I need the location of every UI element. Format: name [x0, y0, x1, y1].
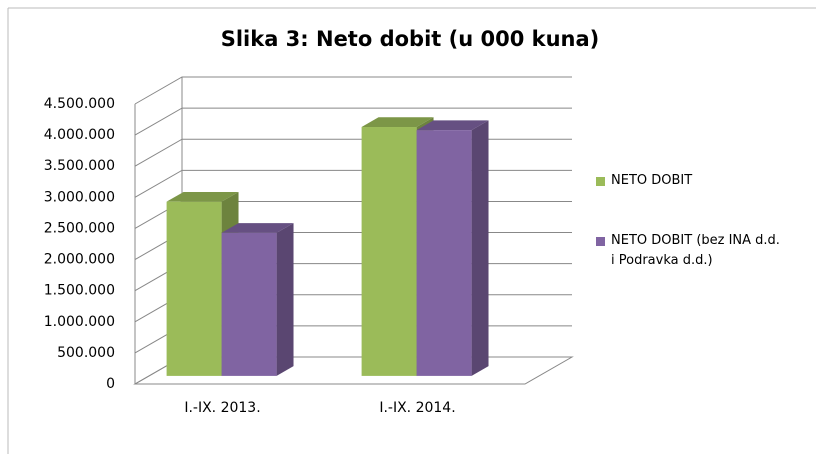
bar [416, 130, 472, 376]
legend-swatch [596, 237, 605, 246]
x-tick-label: I.-IX. 2014. [379, 400, 455, 416]
bar-top [361, 117, 434, 128]
legend-label: NETO DOBIT (bez INA d.d. i Podravka d.d.… [611, 233, 780, 268]
x-tick-label: I.-IX. 2013. [184, 400, 260, 416]
bar [166, 201, 222, 376]
bar-side [471, 120, 489, 376]
y-tick-label: 3.500.000 [44, 158, 115, 174]
chart-title: Slika 3: Neto dobit (u 000 kuna) [221, 27, 600, 51]
legend-label: NETO DOBIT [611, 173, 693, 188]
bar-top [221, 223, 294, 233]
bar-top [416, 120, 489, 131]
y-tick-label: 3.000.000 [44, 189, 115, 205]
legend-swatch [596, 177, 605, 186]
y-tick-label: 2.000.000 [44, 252, 115, 268]
y-tick-label: 4.000.000 [44, 127, 115, 143]
y-tick-label: 1.500.000 [44, 283, 115, 299]
bar-side [276, 223, 294, 376]
y-tick-label: 500.000 [57, 345, 115, 361]
grid-line [134, 76, 572, 105]
bar-top [166, 191, 239, 202]
grid-line [134, 138, 572, 167]
y-tick-label: 4.500.000 [44, 96, 115, 112]
bar [221, 232, 277, 376]
y-tick-label: 2.500.000 [44, 220, 115, 236]
bar [361, 127, 417, 376]
y-tick-label: 0 [106, 376, 115, 392]
y-tick-label: 1.000.000 [44, 314, 115, 330]
grid-line [134, 107, 572, 136]
